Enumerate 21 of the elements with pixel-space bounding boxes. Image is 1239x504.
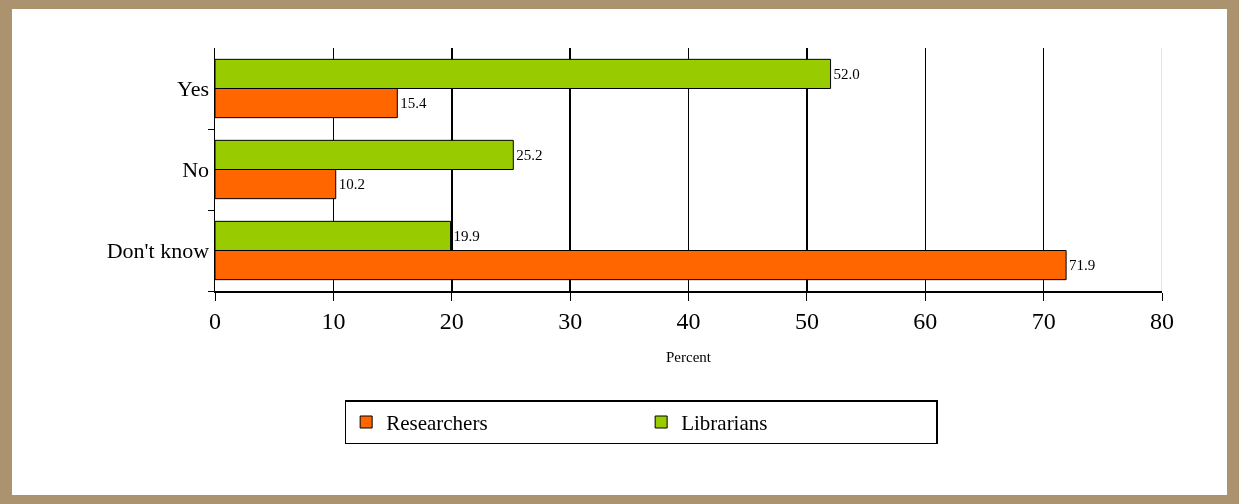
x-tick-label: 40: [676, 308, 701, 335]
y-tick-label: Yes: [177, 76, 210, 102]
x-tick-label: 0: [209, 308, 221, 335]
data-label: 19.9: [453, 227, 480, 244]
x-tick-label: 20: [439, 308, 464, 335]
x-tick-label: 50: [794, 308, 819, 335]
y-tick-label: Don't know: [106, 238, 210, 264]
y-tick-label: No: [182, 157, 210, 183]
x-axis-title: Percent: [666, 349, 712, 366]
x-tick-label: 70: [1031, 308, 1056, 335]
x-tick-label: 80: [1150, 308, 1174, 335]
data-label: 15.4: [400, 95, 428, 112]
legend-label: Librarians: [681, 411, 768, 436]
x-tick-label: 60: [913, 308, 938, 335]
x-tick-label: 10: [321, 308, 346, 335]
data-label: 25.2: [516, 146, 543, 163]
data-label: 10.2: [338, 176, 365, 193]
data-label: 71.9: [1069, 257, 1096, 274]
x-tick-label: 30: [558, 308, 583, 335]
legend-label: Researchers: [386, 411, 488, 436]
data-label: 52.0: [833, 65, 860, 82]
